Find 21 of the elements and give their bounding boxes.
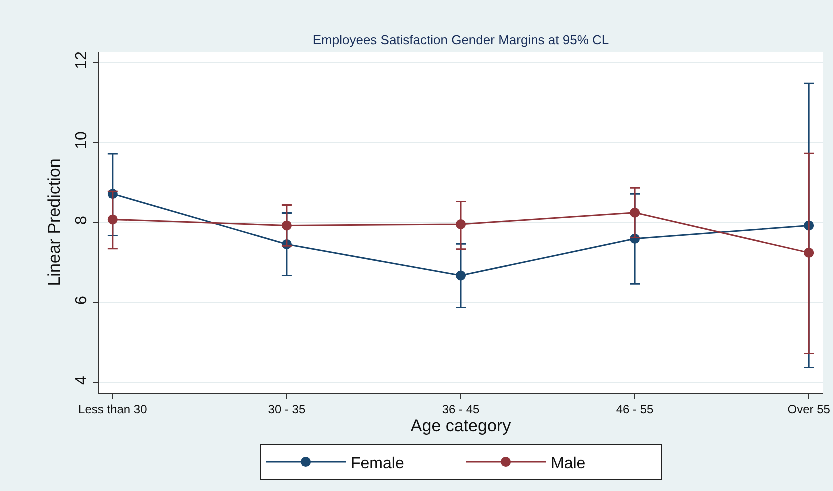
legend-label: Female [351, 455, 404, 472]
y-tick-label: 12 [74, 51, 90, 70]
point [630, 208, 640, 218]
x-tick-label: Over 55 [788, 402, 831, 416]
legend-label: Male [551, 455, 586, 472]
y-tick-label: 4 [74, 376, 90, 386]
point [108, 214, 118, 225]
x-tick-label: 46 - 55 [616, 402, 654, 416]
point [456, 270, 466, 281]
y-tick-label: 8 [74, 216, 90, 225]
x-tick-label: 30 - 35 [268, 402, 306, 416]
y-axis-title: Linear Prediction [45, 158, 64, 286]
x-tick-label: 36 - 45 [442, 402, 480, 416]
chart-title: Employees Satisfaction Gender Margins at 95% CL [312, 32, 610, 48]
y-tick-label: 10 [74, 131, 90, 150]
y-tick-label: 6 [74, 296, 90, 306]
point [282, 220, 292, 231]
x-tick-label: Less than 30 [78, 402, 148, 416]
point [804, 248, 814, 258]
x-axis-title: Age category [410, 416, 512, 436]
point [456, 220, 466, 230]
